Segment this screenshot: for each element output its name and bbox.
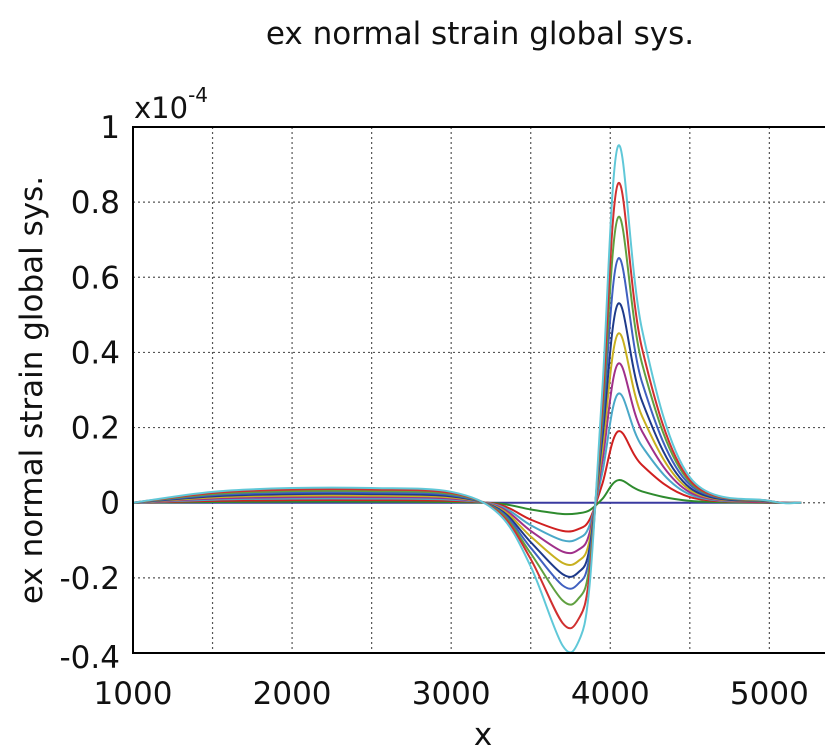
x-tick-label: 1000	[94, 676, 173, 712]
x-tick-label: 3000	[412, 676, 491, 712]
series-line	[133, 332, 802, 567]
series-line	[133, 430, 802, 533]
y-tick-label: -0.2	[60, 561, 121, 597]
y-tick-label: -0.4	[60, 640, 121, 676]
x-axis-label: x	[474, 717, 492, 753]
y-tick-label: 0.4	[71, 335, 120, 371]
series-line	[133, 257, 802, 590]
series-line	[133, 479, 802, 516]
x-tick-label: 4000	[571, 676, 650, 712]
y-tick-labels: -0.4 -0.2 0 0.2 0.4 0.6 0.8 1	[60, 110, 121, 676]
series-group	[133, 144, 802, 653]
series-line	[133, 362, 802, 555]
y-tick-label: 1	[100, 110, 120, 146]
y-exponent: x10-4	[134, 83, 208, 125]
series-line	[133, 302, 802, 578]
y-exponent-power: -4	[188, 83, 208, 107]
y-tick-label: 0.6	[71, 260, 120, 296]
x-tick-label: 2000	[253, 676, 332, 712]
x-tick-label: 5000	[730, 676, 809, 712]
y-tick-label: 0.2	[71, 411, 120, 447]
y-tick-label: 0	[100, 486, 120, 522]
series-line	[133, 216, 802, 606]
y-axis-label: ex normal strain global sys.	[14, 176, 50, 604]
y-tick-label: 0.8	[71, 185, 120, 221]
series-line	[133, 392, 802, 543]
grid-lines	[133, 127, 825, 653]
series-line	[133, 144, 802, 653]
series-line	[133, 182, 802, 630]
chart-title: ex normal strain global sys.	[266, 16, 694, 52]
y-exponent-base: x10	[134, 91, 188, 125]
plot-frame	[132, 126, 825, 654]
x-tick-labels: 1000 2000 3000 4000 5000	[94, 676, 809, 712]
